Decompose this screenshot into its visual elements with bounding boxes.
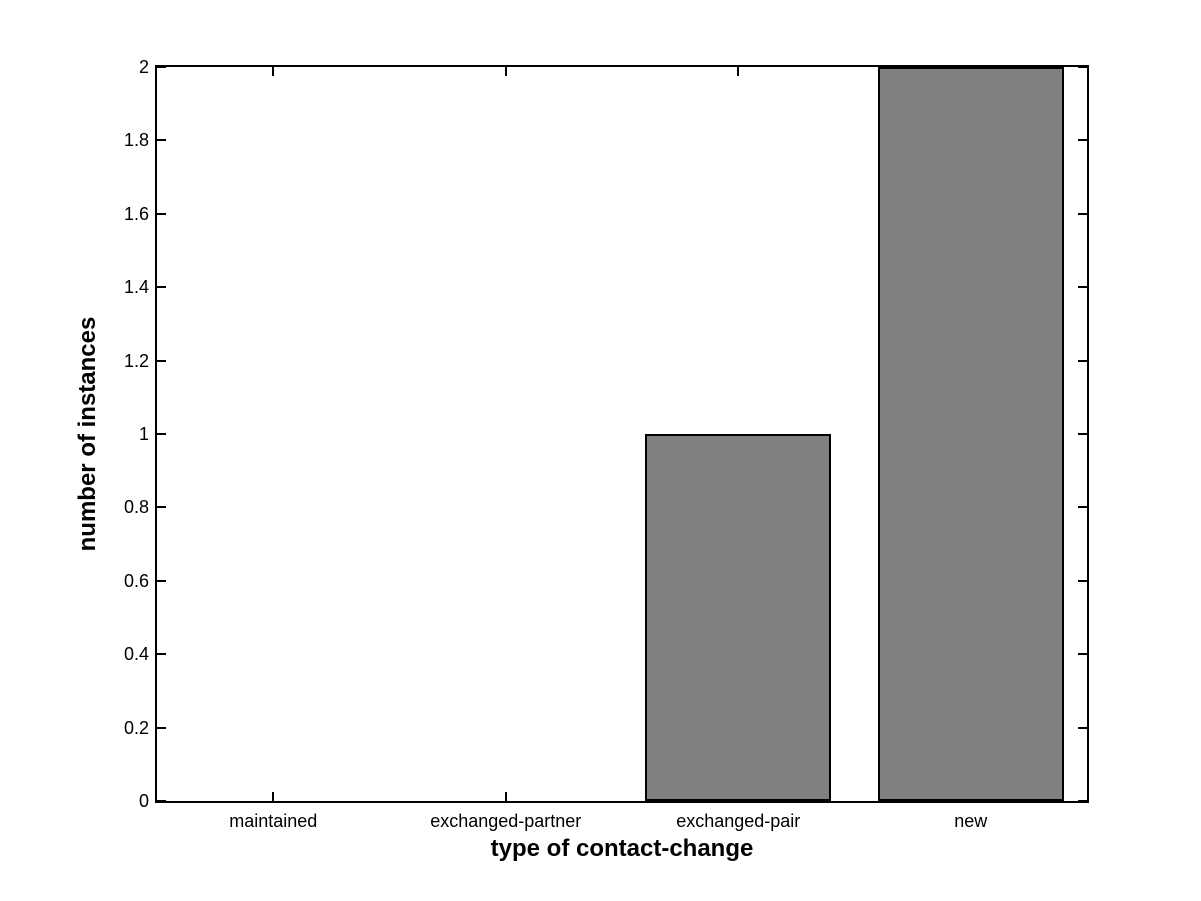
x-axis-label: type of contact-change xyxy=(490,835,754,862)
x-tick-mark-bottom xyxy=(504,792,507,801)
y-tick-mark-left xyxy=(157,653,166,656)
y-tick-mark-right xyxy=(1078,286,1087,289)
y-tick-label: 1.4 xyxy=(123,277,149,298)
x-tick-mark-top xyxy=(737,67,740,76)
y-tick-mark-right xyxy=(1078,653,1087,656)
x-tick-mark-top xyxy=(504,67,507,76)
x-tick-label: exchanged-pair xyxy=(676,811,801,831)
y-tick-label: 1.6 xyxy=(123,203,149,224)
y-tick-label: 0.8 xyxy=(123,497,149,518)
y-tick-mark-right xyxy=(1078,800,1087,802)
x-tick-mark-bottom xyxy=(272,792,275,801)
y-tick-label: 0.2 xyxy=(123,717,149,738)
y-tick-label: 0 xyxy=(138,791,149,811)
bar-exchanged-pair xyxy=(645,434,832,801)
y-tick-mark-right xyxy=(1078,433,1087,435)
y-tick-mark-right xyxy=(1078,726,1087,729)
y-tick-mark-right xyxy=(1078,139,1087,142)
y-tick-mark-right xyxy=(1078,506,1087,509)
y-tick-mark-left xyxy=(157,139,166,142)
x-tick-label: maintained xyxy=(229,811,318,831)
y-tick-mark-left xyxy=(157,800,166,802)
y-tick-label: 1 xyxy=(138,424,149,444)
y-tick-mark-right xyxy=(1078,579,1087,582)
y-tick-mark-left xyxy=(157,726,166,729)
y-tick-mark-left xyxy=(157,506,166,509)
x-tick-mark-top xyxy=(272,67,275,76)
bar-new xyxy=(877,67,1064,801)
x-tick-label: exchanged-partner xyxy=(430,811,582,831)
y-tick-label: 1.2 xyxy=(123,350,149,371)
y-tick-mark-left xyxy=(157,212,166,215)
y-tick-mark-left xyxy=(157,433,166,435)
y-tick-label: 0.4 xyxy=(123,644,149,665)
y-tick-mark-right xyxy=(1078,212,1087,215)
y-tick-label: 2 xyxy=(138,57,149,77)
y-tick-mark-left xyxy=(157,286,166,289)
y-tick-mark-left xyxy=(157,66,166,68)
y-tick-mark-right xyxy=(1078,359,1087,362)
plot-area xyxy=(155,65,1089,803)
y-tick-label: 1.8 xyxy=(123,130,149,151)
y-tick-mark-left xyxy=(157,579,166,582)
x-tick-label: new xyxy=(954,811,988,831)
y-tick-mark-right xyxy=(1078,66,1087,68)
y-tick-label: 0.6 xyxy=(123,570,149,591)
y-tick-mark-left xyxy=(157,359,166,362)
